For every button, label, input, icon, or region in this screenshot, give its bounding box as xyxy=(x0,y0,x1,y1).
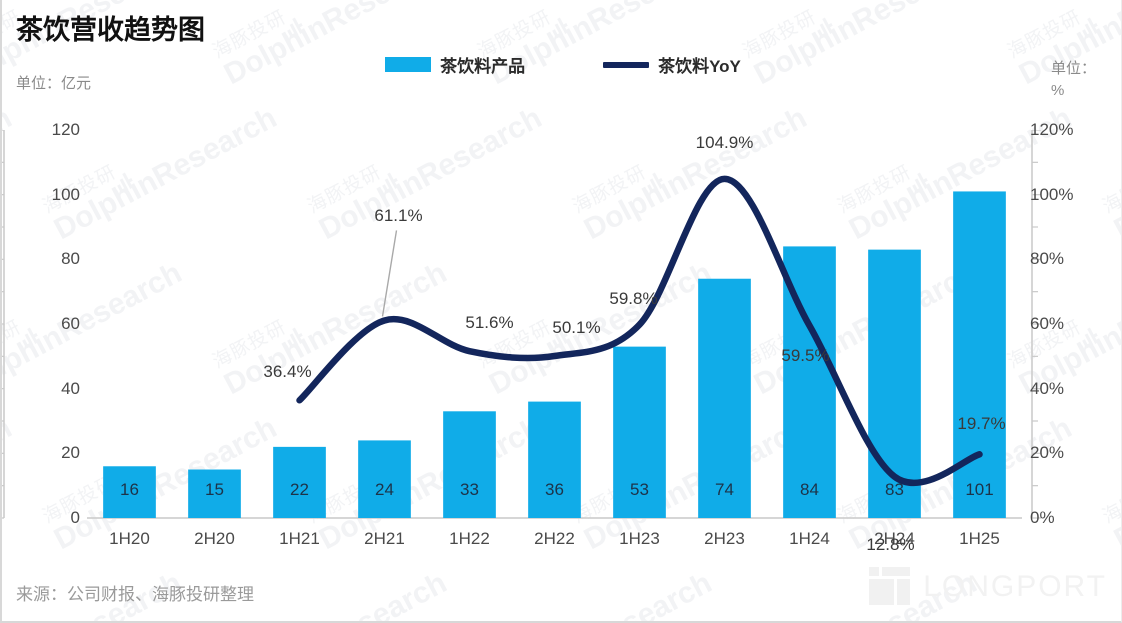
y-axis-left: 0 20 40 60 80 100 120 xyxy=(2,120,80,527)
y-tick-left-120: 120 xyxy=(51,120,80,139)
bar-value-label-1H21: 22 xyxy=(290,480,309,499)
x-tick-label-1H22: 1H22 xyxy=(449,529,490,548)
y-tick-left-40: 40 xyxy=(61,378,80,398)
x-axis-labels: 1H20 2H20 1H21 2H21 1H22 2H22 1H23 2H23 1H24 2H24… xyxy=(87,529,1022,549)
page-title: 茶饮营收趋势图 xyxy=(16,15,205,45)
line-value-label-1H24: 59.5% xyxy=(781,345,830,365)
y-tick-right-100%: 100% xyxy=(1030,184,1074,204)
bar-value-label-1H23: 53 xyxy=(630,480,649,499)
speech-bubble-icon xyxy=(869,567,911,607)
y-tick-right-80%: 80% xyxy=(1030,249,1065,269)
y-tick-right-20%: 20% xyxy=(1030,443,1065,463)
bar-value-label-1H22: 33 xyxy=(460,480,479,499)
legend-line-label: 茶饮料YoY xyxy=(658,57,741,76)
axis-spine-left xyxy=(2,130,5,519)
y-tick-right-40%: 40% xyxy=(1030,378,1065,398)
x-tick-label-1H25: 1H25 xyxy=(959,529,1000,548)
y-tick-left-0: 0 xyxy=(70,508,80,527)
legend-item-bar[interactable]: 茶饮料产品 xyxy=(385,52,525,77)
bar-1H22 xyxy=(443,411,496,518)
bar-1H25 xyxy=(953,191,1006,518)
y-tick-right-0%: 0% xyxy=(1030,508,1055,527)
x-tick-label-1H24: 1H24 xyxy=(789,529,830,548)
line-value-label-1H22: 51.6% xyxy=(465,313,514,333)
bar-value-label-2H23: 74 xyxy=(715,480,734,499)
y-tick-left-60: 60 xyxy=(61,314,80,333)
yoy-trend-line xyxy=(296,175,983,487)
x-tick-label-1H20: 1H20 xyxy=(109,529,150,548)
callout-leader-line xyxy=(381,230,398,317)
x-tick-label-2H23: 2H23 xyxy=(704,529,745,548)
y-axis-right: 0% 20% 40% 60% 80% 100% 120% xyxy=(1030,120,1110,527)
chart-legend: 茶饮料产品 茶饮料YoY xyxy=(2,52,1121,77)
bar-2H23 xyxy=(698,278,751,518)
right-axis-unit-line2: % xyxy=(1051,82,1065,99)
bar-value-label-1H20: 16 xyxy=(120,480,139,499)
x-tick-label-2H21: 2H21 xyxy=(364,529,405,548)
line-value-label-1H21: 36.4% xyxy=(263,362,312,382)
right-axis-unit-line1: 单位： xyxy=(1051,60,1097,77)
x-tick-label-1H23: 1H23 xyxy=(619,529,660,548)
source-note: 来源：公司财报、海豚投研整理 xyxy=(16,585,254,604)
brand-logo: LONGPORT xyxy=(869,567,1107,607)
bar-value-label-1H24: 84 xyxy=(800,480,819,499)
watermark-bars-icon xyxy=(279,17,303,42)
x-tick-label-2H24: 2H24 xyxy=(874,529,915,548)
line-value-label-2H24: 12.8% xyxy=(866,534,915,554)
right-axis-unit-label: 单位： % xyxy=(1051,58,1113,102)
y-tick-right-120%: 120% xyxy=(1030,120,1074,139)
line-value-label-1H23: 59.8% xyxy=(609,288,658,308)
bar-value-label-2H21: 24 xyxy=(375,480,394,499)
bar-value-label-1H25: 101 xyxy=(965,480,994,499)
bar-value-label-2H20: 15 xyxy=(205,480,224,499)
line-value-label-2H21: 61.1% xyxy=(374,206,423,226)
watermark-bars-icon xyxy=(809,17,833,42)
y-tick-left-80: 80 xyxy=(61,249,80,269)
legend-bar-swatch-icon xyxy=(385,57,432,72)
line-value-label-1H25: 19.7% xyxy=(957,414,1006,434)
x-tick-label-2H22: 2H22 xyxy=(534,529,575,548)
legend-item-line[interactable]: 茶饮料YoY xyxy=(603,52,741,77)
bar-2H20 xyxy=(188,469,241,518)
axis-spine-right xyxy=(1031,130,1041,519)
y-tick-left-100: 100 xyxy=(51,184,80,204)
x-tick-label-1H21: 1H21 xyxy=(279,529,320,548)
bar-1H21 xyxy=(273,446,326,518)
bar-value-label-2H24: 83 xyxy=(885,480,904,499)
legend-bar-label: 茶饮料产品 xyxy=(440,57,526,76)
line-value-label-2H23: 104.9% xyxy=(695,132,754,152)
watermark-bars-icon xyxy=(544,17,568,42)
y-tick-right-60%: 60% xyxy=(1030,314,1065,333)
watermark-bars-icon xyxy=(1074,17,1098,42)
brand-name: LONGPORT xyxy=(923,570,1107,603)
left-axis-unit-label: 单位：亿元 xyxy=(16,75,92,92)
legend-line-swatch-icon xyxy=(603,61,650,68)
y-tick-left-20: 20 xyxy=(61,443,80,463)
x-tick-label-2H20: 2H20 xyxy=(194,529,235,548)
bar-value-label-2H22: 36 xyxy=(545,480,564,499)
bar-2H22 xyxy=(528,401,581,518)
line-value-label-2H22: 50.1% xyxy=(552,318,601,337)
